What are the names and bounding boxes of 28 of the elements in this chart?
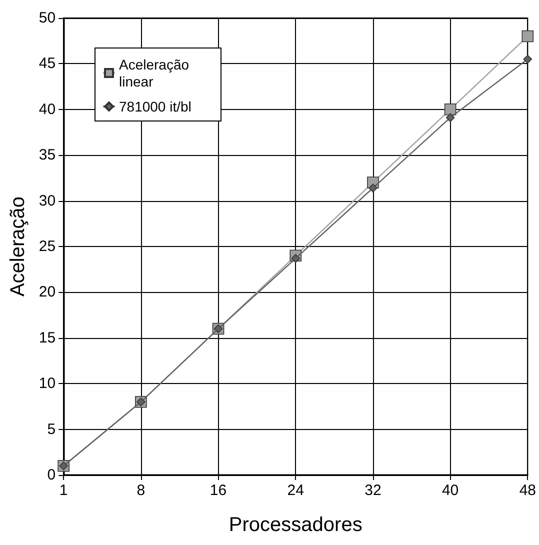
point bbox=[444, 104, 456, 116]
y-tick-label: 15 bbox=[38, 329, 56, 346]
y-tick-label: 40 bbox=[38, 100, 56, 118]
x-axis-title: Processadores bbox=[228, 514, 362, 536]
legend-label: 781000 it/bl bbox=[119, 98, 192, 114]
x-tick-label: 32 bbox=[364, 482, 382, 499]
y-tick-label: 50 bbox=[38, 10, 56, 26]
x-tick-label: 48 bbox=[519, 482, 536, 499]
y-tick-label: 0 bbox=[47, 466, 56, 484]
x-tick-label: 8 bbox=[136, 482, 146, 499]
y-axis-title: Aceleração bbox=[7, 196, 29, 297]
point bbox=[522, 30, 534, 42]
point bbox=[368, 184, 378, 192]
x-tick-label: 40 bbox=[442, 482, 459, 499]
x-tick-label: 1 bbox=[59, 482, 68, 499]
y-tick-label: 5 bbox=[47, 420, 56, 438]
point bbox=[291, 254, 300, 263]
legend-label: Aceleração linear bbox=[119, 56, 193, 90]
y-tick-label: 30 bbox=[38, 192, 56, 210]
point bbox=[446, 113, 455, 122]
y-tick-label: 25 bbox=[38, 238, 56, 255]
y-tick-label: 10 bbox=[38, 375, 56, 392]
y-tick-label: 35 bbox=[38, 146, 56, 164]
y-tick-label: 20 bbox=[38, 284, 56, 301]
y-tick-label: 45 bbox=[38, 55, 56, 72]
x-tick-label: 24 bbox=[287, 482, 304, 499]
point bbox=[523, 54, 532, 64]
x-tick-label: 16 bbox=[210, 482, 227, 499]
